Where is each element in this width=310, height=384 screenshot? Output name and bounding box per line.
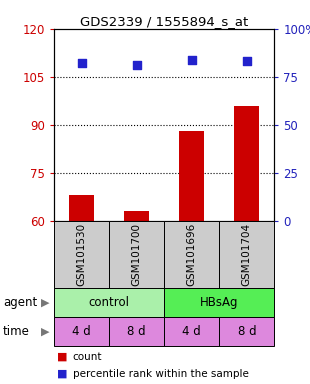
Text: 4 d: 4 d <box>73 325 91 338</box>
Bar <box>124 211 149 221</box>
Bar <box>69 195 94 221</box>
Bar <box>179 131 204 221</box>
Bar <box>54 317 109 346</box>
Bar <box>54 221 109 288</box>
Text: ▶: ▶ <box>41 326 49 336</box>
Bar <box>219 317 274 346</box>
Bar <box>109 317 164 346</box>
Text: GSM101704: GSM101704 <box>242 223 252 286</box>
Text: percentile rank within the sample: percentile rank within the sample <box>73 369 249 379</box>
Bar <box>219 221 274 288</box>
Point <box>134 62 139 68</box>
Text: GSM101696: GSM101696 <box>187 223 197 286</box>
Point <box>244 58 249 65</box>
Text: agent: agent <box>3 296 37 309</box>
Text: count: count <box>73 352 102 362</box>
Point <box>189 56 194 63</box>
Text: 8 d: 8 d <box>237 325 256 338</box>
Bar <box>164 317 219 346</box>
Text: ■: ■ <box>57 369 68 379</box>
Text: HBsAg: HBsAg <box>200 296 239 309</box>
Bar <box>164 288 274 317</box>
Text: time: time <box>3 325 30 338</box>
Text: GSM101530: GSM101530 <box>77 223 87 286</box>
Bar <box>109 221 164 288</box>
Text: ■: ■ <box>57 352 68 362</box>
Point <box>79 60 84 66</box>
Bar <box>54 288 164 317</box>
Bar <box>164 221 219 288</box>
Text: ▶: ▶ <box>41 297 49 308</box>
Title: GDS2339 / 1555894_s_at: GDS2339 / 1555894_s_at <box>80 15 248 28</box>
Text: GSM101700: GSM101700 <box>132 223 142 286</box>
Text: 4 d: 4 d <box>183 325 201 338</box>
Text: 8 d: 8 d <box>127 325 146 338</box>
Bar <box>234 106 259 221</box>
Text: control: control <box>89 296 130 309</box>
